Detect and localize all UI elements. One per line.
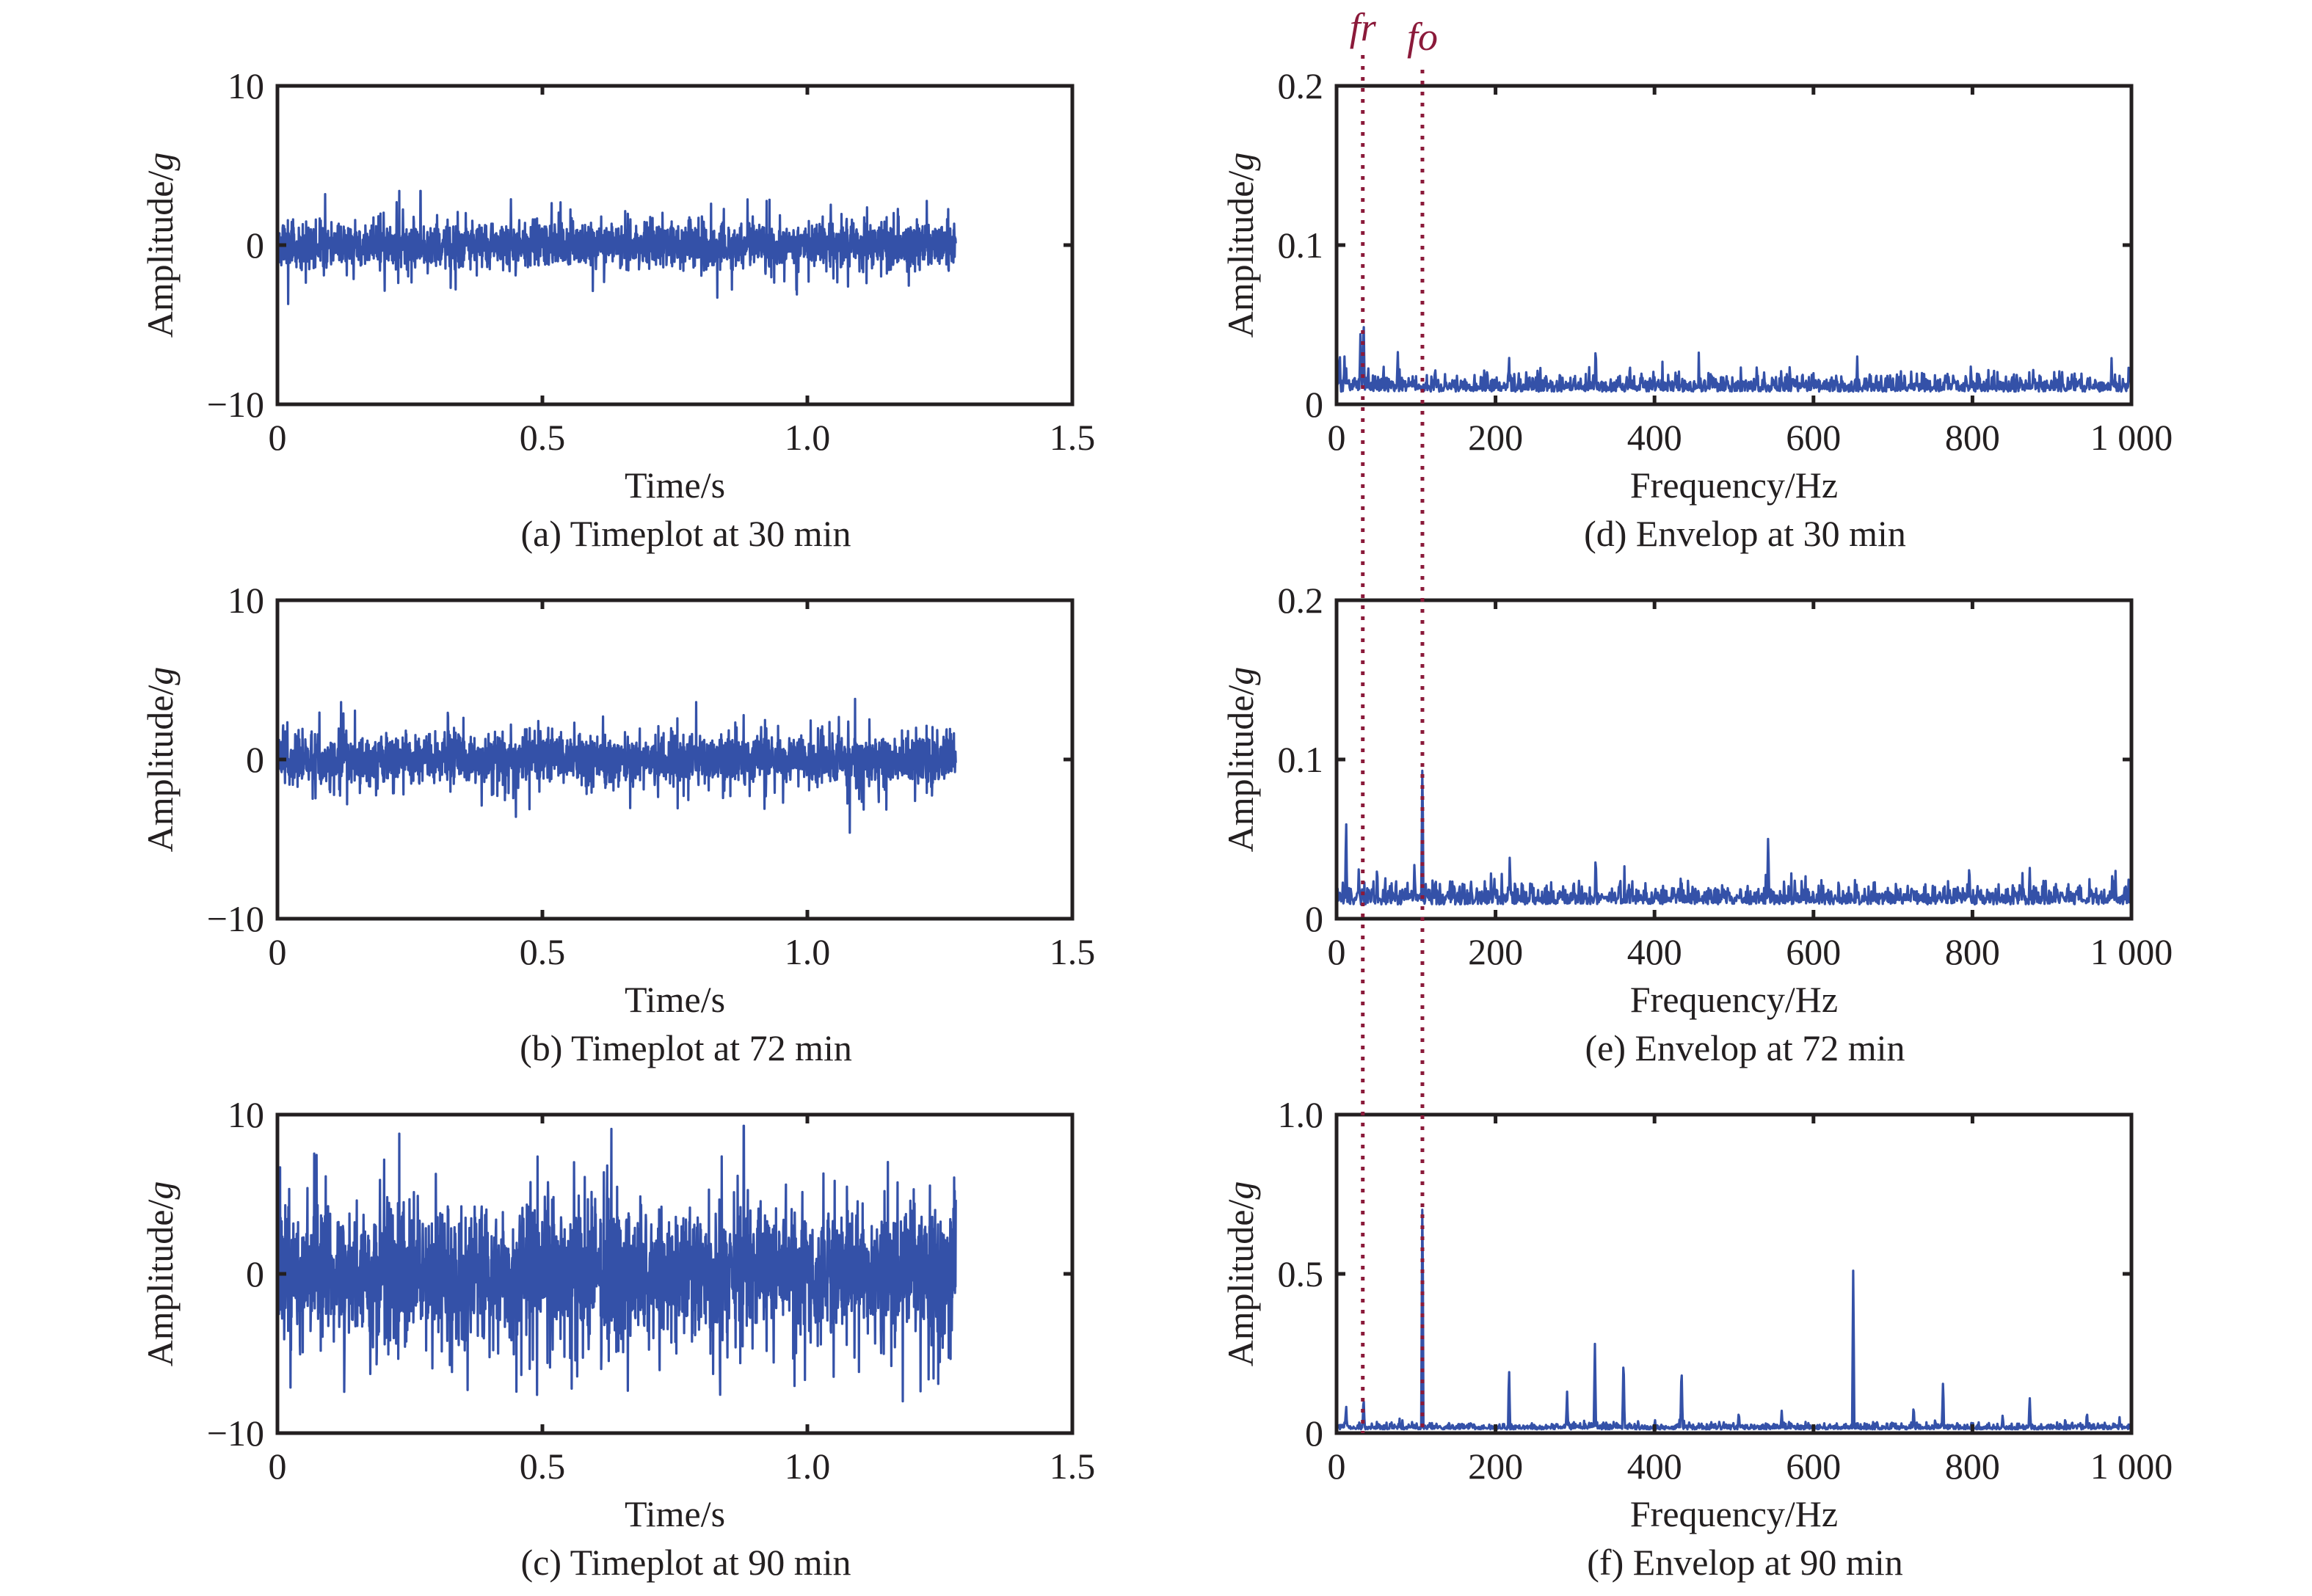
x-tick-label: 0 (1328, 1446, 1346, 1487)
x-tick-label: 0 (1328, 417, 1346, 458)
y-tick-label: 10 (228, 580, 264, 621)
axes-frame (1334, 598, 2134, 921)
y-axis-label-unit: g (1220, 1181, 1261, 1200)
x-tick-label: 0 (269, 1446, 287, 1487)
y-axis-label-unit: g (139, 1181, 181, 1200)
x-tick-label: 1.0 (785, 417, 831, 458)
x-axis-label: Frequency/Hz (1630, 464, 1838, 506)
x-tick-label: 1 000 (2090, 931, 2173, 972)
chart-panel-f: 0 200 400 600 800 1 000 0 0.5 1.0 Frequency/Hz Amp… (1220, 1094, 2173, 1583)
x-tick-label: 0.5 (520, 417, 566, 458)
panel-caption: (b) Timeplot at 72 min (520, 1027, 852, 1068)
x-tick-label: 600 (1786, 1446, 1841, 1487)
x-tick-label: 0 (1328, 931, 1346, 972)
y-axis-label: Amplitude/g (1220, 667, 1261, 853)
y-tick-label: −10 (207, 898, 264, 939)
signal-trace-b (277, 697, 957, 834)
y-axis-label: Amplitude/g (1220, 1181, 1261, 1367)
y-axis-label-text: Amplitude/ (1220, 685, 1261, 853)
signal-trace-d (1337, 326, 2131, 393)
x-tick-label: 200 (1468, 1446, 1523, 1487)
y-axis-label-unit: g (139, 153, 181, 171)
x-tick-label: 1.5 (1050, 1446, 1096, 1487)
chart-panel-e: 0 200 400 600 800 1 000 0 0.1 0.2 Frequency/Hz Amp… (1220, 580, 2173, 1068)
x-axis-label: Time/s (625, 464, 725, 506)
frequency-markers: fr fo (1350, 5, 1438, 1433)
x-tick-label: 600 (1786, 931, 1841, 972)
y-tick-label: 0.5 (1278, 1253, 1324, 1294)
marker-label-fr: fr (1350, 5, 1377, 49)
y-axis-label-unit: g (1220, 667, 1261, 685)
x-tick-label: 800 (1945, 931, 2000, 972)
x-tick-label: 1.5 (1050, 931, 1096, 972)
x-tick-label: 600 (1786, 417, 1841, 458)
x-tick-label: 0 (269, 931, 287, 972)
y-tick-label: 0 (246, 225, 264, 266)
marker-label-fo: fo (1407, 15, 1438, 59)
panel-caption: (c) Timeplot at 90 min (521, 1542, 851, 1583)
x-tick-label: 800 (1945, 417, 2000, 458)
y-tick-label: 0 (1305, 1413, 1323, 1454)
chart-panel-d: 0 200 400 600 800 1 000 0 0.1 0.2 Frequency/Hz Amp… (1220, 65, 2173, 554)
x-axis-label: Frequency/Hz (1630, 979, 1838, 1020)
y-tick-label: 0 (246, 739, 264, 780)
panel-caption: (a) Timeplot at 30 min (521, 513, 851, 554)
y-tick-label: 10 (228, 1094, 264, 1135)
panel-caption: (f) Envelop at 90 min (1587, 1542, 1902, 1583)
y-axis-label: Amplitude/g (139, 1181, 181, 1367)
x-tick-label: 400 (1627, 1446, 1682, 1487)
y-tick-label: −10 (207, 384, 264, 425)
y-axis-label: Amplitude/g (1220, 153, 1261, 338)
y-axis-label-text: Amplitude/ (139, 685, 181, 853)
y-axis-label-text: Amplitude/ (1220, 1200, 1261, 1367)
y-tick-label: −10 (207, 1413, 264, 1454)
x-tick-label: 1 000 (2090, 417, 2173, 458)
y-tick-label: 0.1 (1278, 225, 1324, 266)
y-axis-label-unit: g (1220, 153, 1261, 171)
x-axis-label: Frequency/Hz (1630, 1493, 1838, 1534)
y-tick-label: 0.2 (1278, 65, 1324, 106)
y-tick-label: 10 (228, 65, 264, 106)
signal-trace-f (1337, 1209, 2131, 1431)
y-tick-label: 0 (246, 1253, 264, 1294)
x-tick-label: 1.5 (1050, 417, 1096, 458)
y-axis-label-text: Amplitude/ (139, 171, 181, 338)
y-axis-label-unit: g (139, 667, 181, 685)
x-tick-label: 1 000 (2090, 1446, 2173, 1487)
axes-frame (1334, 1112, 2134, 1435)
signal-trace-e (1337, 769, 2131, 906)
y-axis-label-text: Amplitude/ (139, 1200, 181, 1367)
x-axis-label: Time/s (625, 1493, 725, 1534)
x-axis-label: Time/s (625, 979, 725, 1020)
x-tick-label: 0.5 (520, 931, 566, 972)
x-tick-label: 1.0 (785, 931, 831, 972)
panel-caption: (e) Envelop at 72 min (1585, 1027, 1905, 1068)
x-tick-label: 0.5 (520, 1446, 566, 1487)
signal-trace-c (277, 1124, 957, 1403)
axes-frame (1334, 84, 2134, 407)
panel-caption: (d) Envelop at 30 min (1584, 513, 1906, 554)
x-tick-label: 800 (1945, 1446, 2000, 1487)
x-tick-label: 200 (1468, 417, 1523, 458)
x-tick-label: 400 (1627, 931, 1682, 972)
y-tick-label: 0.2 (1278, 580, 1324, 621)
signal-trace-a (277, 189, 957, 305)
y-tick-label: 0.1 (1278, 739, 1324, 780)
x-tick-label: 0 (269, 417, 287, 458)
y-axis-label: Amplitude/g (139, 667, 181, 853)
y-tick-label: 0 (1305, 898, 1323, 939)
y-tick-label: 1.0 (1278, 1094, 1324, 1135)
y-tick-label: 0 (1305, 384, 1323, 425)
y-axis-label: Amplitude/g (139, 153, 181, 338)
x-tick-label: 400 (1627, 417, 1682, 458)
x-tick-label: 200 (1468, 931, 1523, 972)
x-tick-label: 1.0 (785, 1446, 831, 1487)
y-axis-label-text: Amplitude/ (1220, 171, 1261, 338)
